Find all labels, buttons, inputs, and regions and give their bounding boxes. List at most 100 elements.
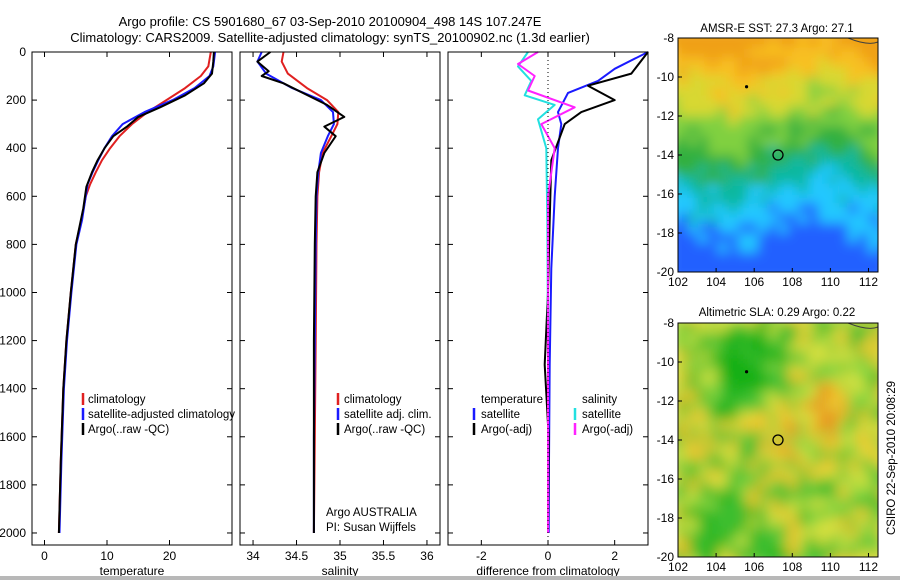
sla-map-cell (748, 371, 759, 383)
sla-map-cell (728, 352, 739, 363)
sla-map-cell (688, 440, 699, 451)
sla-map-cell (808, 537, 819, 549)
sst-map-cell (858, 38, 869, 39)
sla-map-cell (838, 498, 849, 510)
sst-map-cell (798, 203, 809, 215)
sst-map-cell (878, 116, 889, 127)
sla-map-cell (838, 352, 849, 363)
sla-map-cell (798, 498, 809, 510)
sla-map-cell (728, 371, 739, 383)
sla-map-cell (878, 313, 889, 324)
sst-map-cell (868, 174, 878, 186)
sla-map-cell (768, 401, 779, 412)
sst-map-cell (778, 194, 789, 205)
sst-map-cell (858, 262, 869, 272)
sla-map-cell (728, 332, 739, 344)
sst-map-cell (798, 116, 809, 127)
sla-map-cell (778, 420, 789, 432)
sla-map-cell (778, 527, 789, 539)
sst-map-cell (758, 125, 769, 137)
sst-map-cell (728, 262, 739, 272)
sst-map-cell (738, 242, 749, 254)
sst-map-cell (708, 67, 719, 78)
sla-map-cell (848, 391, 859, 402)
sla-map-cell (688, 488, 699, 500)
sst-map-cell (838, 203, 849, 215)
sla-map-cell (788, 547, 799, 557)
sla-map-cell (858, 459, 869, 471)
sst-map-cell (818, 194, 829, 205)
sst-map-cell (678, 38, 689, 49)
sla-map-cell (728, 342, 739, 354)
sst-map-cell (708, 194, 719, 205)
sst-map-cell (828, 96, 839, 108)
sla-map-cell (708, 381, 719, 393)
sst-map-cell (728, 213, 739, 225)
sla-map-cell (758, 371, 769, 383)
sst-map-cell (848, 194, 859, 205)
sst-map-cell (678, 213, 689, 225)
sla-map-cell (778, 323, 789, 334)
sla-map-cell (798, 342, 809, 354)
sla-map-cell (878, 343, 889, 354)
sla-map-cell (768, 459, 779, 471)
sst-map-cell (858, 155, 869, 166)
sst-map-cell (818, 67, 829, 78)
sla-map-cell (808, 332, 819, 344)
sla-map-cell (748, 469, 759, 480)
sst-map-cell (728, 38, 739, 49)
sla-map-cell (728, 449, 739, 461)
sla-map-cell (768, 508, 779, 519)
sst-map-cell (738, 252, 749, 264)
sla-map-cell (698, 449, 709, 461)
sla-map-cell (728, 547, 739, 557)
sst-map-cell (758, 67, 769, 78)
sla-map-cell (828, 332, 839, 344)
sst-map-cell (818, 38, 829, 49)
sla-map-cell (748, 332, 759, 344)
sst-map-title: AMSR-E SST: 27.3 Argo: 27.1 (700, 23, 853, 35)
sst-map-cell (848, 252, 859, 264)
sla-map-cell (718, 440, 729, 451)
sst-map-cell (688, 145, 699, 156)
sla-map-cell (878, 538, 889, 549)
sst-map-cell (708, 233, 719, 244)
sst-map-cell (698, 184, 709, 195)
sla-map-cell (768, 371, 779, 383)
sst-map-cell (848, 233, 859, 244)
sla-map-cell (808, 352, 819, 363)
sla-map-cell (778, 469, 789, 480)
sla-map-cell (868, 391, 878, 402)
sst-map-cell (808, 155, 819, 166)
sla-map-cell (828, 410, 839, 422)
sla-map-cell (848, 479, 859, 490)
sst-map-cell (738, 174, 749, 186)
sla-map-cell (728, 488, 739, 500)
legend-label-argo: Argo(..raw -QC) (88, 424, 169, 436)
sst-map-cell (748, 38, 759, 49)
sla-map-cell (688, 527, 699, 539)
sla-map-cell (828, 488, 839, 500)
sla-map-cell (778, 362, 789, 373)
sst-map-cell (818, 155, 829, 166)
sst-map-cell (868, 262, 878, 272)
sla-map-cell (808, 459, 819, 471)
sst-map-cell (868, 77, 878, 88)
sst-map-cell (878, 233, 889, 244)
sla-map-cell (698, 410, 709, 422)
sla-map-cell (868, 527, 878, 539)
sla-map-cell (848, 449, 859, 461)
sla-map-cell (688, 459, 699, 471)
sla-map-cell (718, 547, 729, 557)
sst-map-cell (688, 233, 699, 244)
sla-map-ytick-label: -20 (657, 550, 675, 564)
sst-map-cell (768, 145, 779, 156)
sst-map-cell (788, 203, 799, 215)
sst-map-cell (808, 223, 819, 234)
sla-map-cell (708, 332, 719, 344)
sst-map-cell (698, 174, 709, 186)
sla-map-cell (868, 459, 878, 471)
sla-map-cell (748, 508, 759, 519)
sla-map-cell (838, 469, 849, 480)
sla-map-cell (838, 488, 849, 500)
